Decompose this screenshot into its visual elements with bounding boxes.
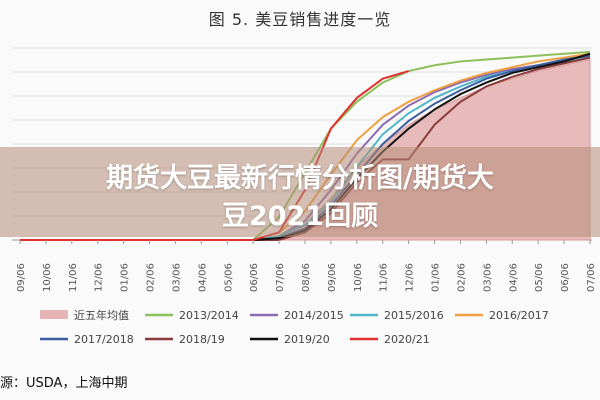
overlay-banner-text: 期货大豆最新行情分析图/期货大 豆2021回顾 bbox=[0, 160, 600, 236]
x-tick-label: 08/06 bbox=[301, 263, 312, 292]
x-tick-label: 03/06 bbox=[482, 263, 493, 292]
x-tick-label: 02/06 bbox=[146, 263, 157, 292]
banner-line-2: 豆2021回顾 bbox=[221, 201, 379, 232]
x-tick-label: 04/06 bbox=[197, 263, 208, 292]
x-tick-label: 12/06 bbox=[94, 263, 105, 292]
source-note: 源：USDA，上海中期 bbox=[0, 376, 128, 391]
x-tick-label: 06/06 bbox=[560, 263, 571, 292]
x-tick-label: 07/06 bbox=[586, 263, 597, 292]
legend-swatch bbox=[40, 310, 68, 319]
x-tick-label: 06/06 bbox=[249, 263, 260, 292]
legend-label: 2015/2016 bbox=[384, 309, 444, 322]
x-tick-label: 03/06 bbox=[171, 263, 182, 292]
legend-label: 2014/2015 bbox=[284, 309, 344, 322]
x-tick-label: 04/06 bbox=[508, 263, 519, 292]
chart-title: 图 5. 美豆销售进度一览 bbox=[208, 10, 392, 29]
x-tick-label: 09/06 bbox=[16, 263, 27, 292]
legend-label: 近五年均值 bbox=[74, 308, 129, 322]
legend-label: 2016/2017 bbox=[489, 309, 549, 322]
x-tick-label: 05/06 bbox=[223, 263, 234, 292]
legend-label: 2018/19 bbox=[179, 333, 225, 346]
x-tick-label: 12/06 bbox=[405, 263, 416, 292]
series-line-7 bbox=[20, 52, 591, 241]
legend-label: 2019/20 bbox=[284, 333, 330, 346]
x-tick-label: 11/06 bbox=[379, 263, 390, 292]
legend-label: 2020/21 bbox=[384, 333, 430, 346]
x-tick-label: 10/06 bbox=[42, 263, 53, 292]
legend-label: 2013/2014 bbox=[179, 309, 239, 322]
x-tick-label: 11/06 bbox=[68, 263, 79, 292]
banner-line-1: 期货大豆最新行情分析图/期货大 bbox=[106, 163, 494, 194]
overlay-banner bbox=[0, 147, 600, 237]
x-tick-label: 10/06 bbox=[353, 263, 364, 292]
x-tick-label: 01/06 bbox=[120, 263, 131, 292]
x-tick-label: 09/06 bbox=[327, 263, 338, 292]
x-tick-label: 07/06 bbox=[275, 263, 286, 292]
x-tick-label: 05/06 bbox=[534, 263, 545, 292]
legend-label: 2017/2018 bbox=[74, 333, 134, 346]
x-tick-label: 02/06 bbox=[456, 263, 467, 292]
x-tick-label: 01/06 bbox=[431, 263, 442, 292]
